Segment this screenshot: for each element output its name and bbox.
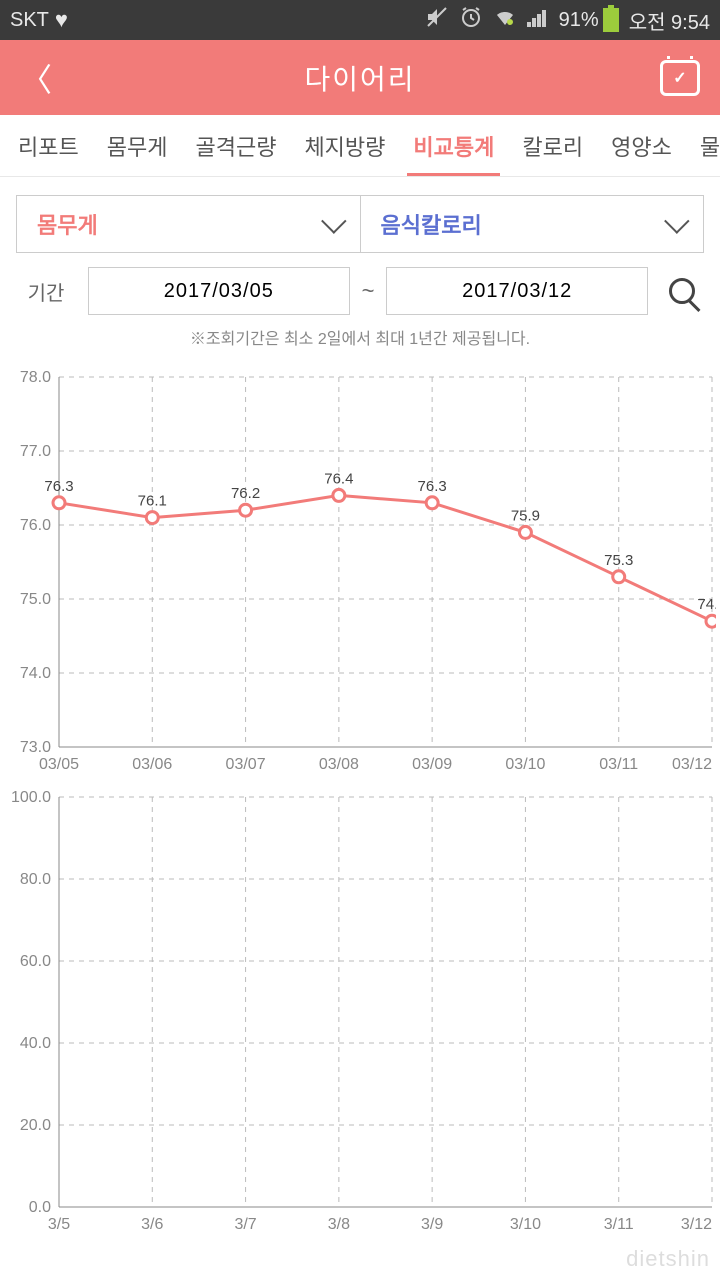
svg-text:3/5: 3/5 (48, 1216, 70, 1233)
svg-text:100.0: 100.0 (11, 789, 51, 806)
svg-text:3/6: 3/6 (141, 1216, 163, 1233)
tab-6[interactable]: 영양소 (597, 115, 686, 176)
svg-text:75.0: 75.0 (20, 591, 51, 608)
svg-text:76.1: 76.1 (138, 493, 167, 510)
battery-indicator: 91% (559, 8, 619, 32)
select-right[interactable]: 음식칼로리 (360, 195, 705, 253)
svg-text:03/09: 03/09 (412, 756, 452, 773)
search-icon (669, 278, 695, 304)
date-range-note: ※조회기간은 최소 2일에서 최대 1년간 제공됩니다. (0, 325, 720, 357)
svg-text:73.0: 73.0 (20, 739, 51, 756)
status-bar: SKT ♥ 91% 오전 9:54 (0, 0, 720, 40)
watermark: dietshin (626, 1246, 710, 1272)
svg-text:77.0: 77.0 (20, 443, 51, 460)
status-right: 91% 오전 9:54 (425, 5, 710, 35)
svg-text:03/11: 03/11 (599, 756, 638, 773)
svg-text:03/07: 03/07 (226, 756, 266, 773)
svg-text:3/7: 3/7 (234, 1216, 256, 1233)
svg-text:76.4: 76.4 (324, 470, 353, 487)
svg-text:3/9: 3/9 (421, 1216, 443, 1233)
calorie-chart-svg: 100.0 80.0 60.0 40.0 20.0 0.03/5 3/6 3/7 3/8 3/9 3… (4, 777, 716, 1237)
tab-bar: 리포트몸무게골격근량체지방량비교통계칼로리영양소물 (0, 115, 720, 177)
svg-text:74.0: 74.0 (20, 665, 51, 682)
svg-text:3/8: 3/8 (328, 1216, 350, 1233)
calorie-chart: 100.0 80.0 60.0 40.0 20.0 0.03/5 3/6 3/7 3/8 3/9 3… (0, 777, 720, 1237)
search-button[interactable] (660, 269, 704, 313)
tab-0[interactable]: 리포트 (4, 115, 93, 176)
svg-text:3/11: 3/11 (604, 1216, 634, 1233)
svg-text:78.0: 78.0 (20, 369, 51, 386)
svg-text:60.0: 60.0 (20, 953, 51, 970)
wifi-icon (493, 5, 517, 35)
svg-text:40.0: 40.0 (20, 1035, 51, 1052)
svg-text:03/12: 03/12 (672, 756, 712, 773)
svg-text:0.0: 0.0 (29, 1199, 51, 1216)
date-end-input[interactable]: 2017/03/12 (386, 267, 648, 315)
tab-1[interactable]: 몸무게 (93, 115, 182, 176)
svg-text:75.3: 75.3 (604, 552, 633, 569)
svg-text:3/10: 3/10 (510, 1216, 541, 1233)
tab-5[interactable]: 칼로리 (508, 115, 597, 176)
select-right-value: 음식칼로리 (381, 208, 482, 240)
tab-7[interactable]: 물 (686, 115, 720, 176)
select-left-value: 몸무게 (37, 208, 98, 240)
clock: 오전 9:54 (629, 6, 710, 35)
tab-2[interactable]: 골격근량 (181, 115, 290, 176)
svg-text:03/05: 03/05 (39, 756, 79, 773)
svg-text:76.3: 76.3 (44, 478, 73, 495)
tilde-separator: ~ (362, 278, 375, 304)
chevron-down-icon (321, 208, 346, 233)
heart-icon: ♥ (55, 7, 68, 33)
svg-text:74.7: 74.7 (697, 596, 716, 613)
carrier-label: SKT (10, 9, 49, 32)
back-button[interactable]: 〈 (20, 55, 52, 101)
svg-text:76.3: 76.3 (418, 478, 447, 495)
app-header: 〈 다이어리 (0, 40, 720, 115)
svg-text:75.9: 75.9 (511, 507, 540, 524)
date-range-row: 기간 2017/03/05 ~ 2017/03/12 (0, 267, 720, 325)
date-range-label: 기간 (16, 277, 76, 306)
svg-text:76.2: 76.2 (231, 485, 260, 502)
battery-icon (603, 8, 619, 32)
date-start-input[interactable]: 2017/03/05 (88, 267, 350, 315)
svg-text:03/08: 03/08 (319, 756, 359, 773)
weight-chart: 78.0 77.0 76.0 75.0 74.0 73.003/05 03/06 03/07 0… (0, 357, 720, 777)
tab-4[interactable]: 비교통계 (399, 115, 508, 176)
battery-pct: 91% (559, 9, 599, 32)
mute-icon (425, 5, 449, 35)
tab-3[interactable]: 체지방량 (290, 115, 399, 176)
svg-text:03/06: 03/06 (132, 756, 172, 773)
comparison-selectors: 몸무게 음식칼로리 (0, 177, 720, 267)
svg-text:20.0: 20.0 (20, 1117, 51, 1134)
status-left: SKT ♥ (10, 7, 68, 33)
chevron-down-icon (664, 208, 689, 233)
alarm-icon (459, 5, 483, 35)
svg-text:03/10: 03/10 (505, 756, 545, 773)
svg-text:3/12: 3/12 (681, 1216, 712, 1233)
svg-text:76.0: 76.0 (20, 517, 51, 534)
calendar-button[interactable] (660, 60, 700, 96)
signal-icon (527, 7, 549, 33)
select-left[interactable]: 몸무게 (16, 195, 360, 253)
svg-text:80.0: 80.0 (20, 871, 51, 888)
page-title: 다이어리 (0, 58, 720, 98)
weight-chart-svg: 78.0 77.0 76.0 75.0 74.0 73.003/05 03/06 03/07 0… (4, 357, 716, 777)
